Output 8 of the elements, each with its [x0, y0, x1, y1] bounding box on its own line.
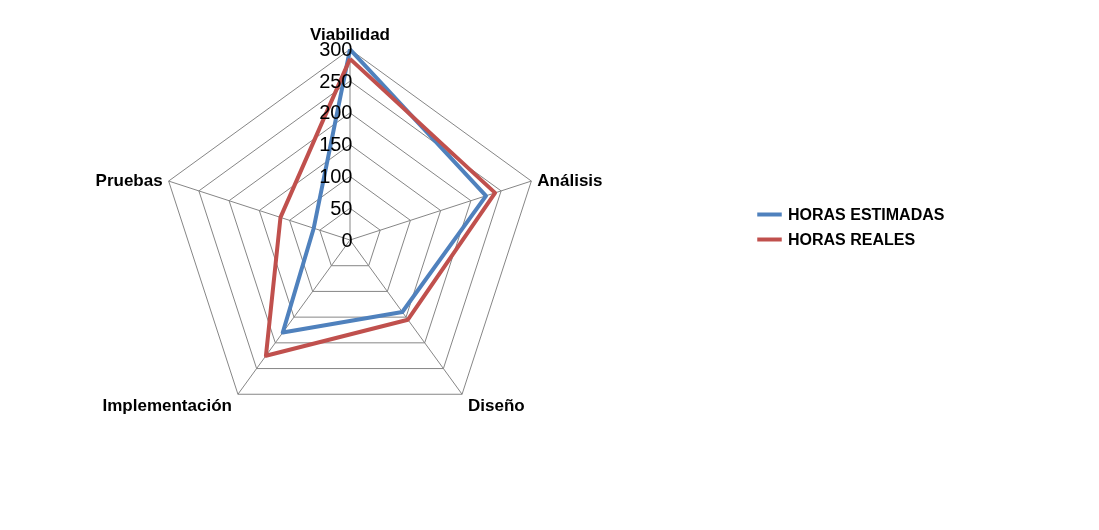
legend-label: HORAS ESTIMADAS [788, 205, 945, 223]
y-tick-label: 0 [341, 228, 353, 251]
spoke-label: Implementación [102, 396, 232, 416]
spoke-label: Diseño [468, 396, 525, 416]
spoke-label: Análisis [537, 171, 603, 191]
y-tick-label: 50 [330, 196, 353, 219]
legend-label: HORAS REALES [788, 230, 916, 248]
spoke-label: Pruebas [95, 171, 163, 191]
